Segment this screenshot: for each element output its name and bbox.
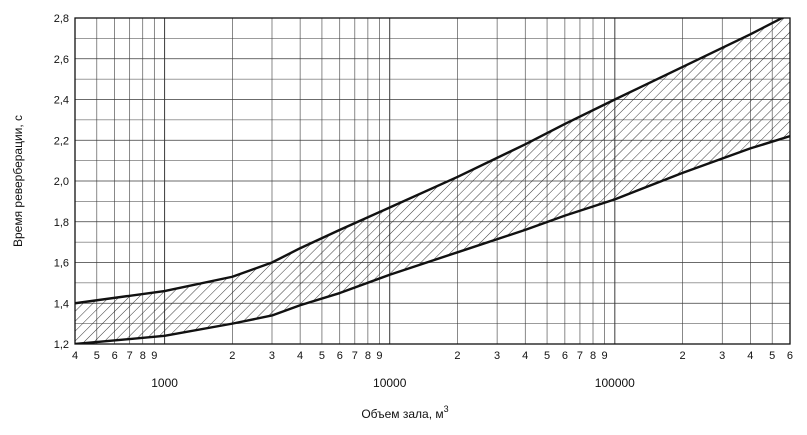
x-tick-label: 6 xyxy=(562,350,568,362)
x-tick-label: 7 xyxy=(127,350,133,362)
x-tick-label: 2 xyxy=(229,350,235,362)
x-tick-label: 5 xyxy=(319,350,325,362)
x-axis-title-superscript: 3 xyxy=(444,404,449,414)
x-tick-label: 7 xyxy=(577,350,583,362)
x-tick-label: 8 xyxy=(140,350,146,362)
x-tick-label: 4 xyxy=(297,350,303,362)
x-tick-label: 6 xyxy=(337,350,343,362)
x-tick-label: 9 xyxy=(151,350,157,362)
x-tick-label: 9 xyxy=(376,350,382,362)
x-tick-label: 5 xyxy=(544,350,550,362)
x-tick-label: 3 xyxy=(719,350,725,362)
x-tick-label: 2 xyxy=(680,350,686,362)
x-axis-title-text: Объем зала, м xyxy=(361,407,443,421)
x-tick-label: 6 xyxy=(787,350,793,362)
series-lines xyxy=(75,18,790,344)
x-tick-label: 8 xyxy=(365,350,371,362)
y-tick-label: 1,4 xyxy=(54,298,69,310)
x-tick-label: 2 xyxy=(454,350,460,362)
x-tick-label: 3 xyxy=(494,350,500,362)
y-tick-label: 1,6 xyxy=(54,258,69,270)
x-decade-labels: 1000 10000 100000 xyxy=(151,376,635,390)
x-decade-label: 100000 xyxy=(595,376,635,390)
y-tick-labels: 1,2 1,4 1,6 1,8 2,0 2,2 2,4 2,6 2,8 xyxy=(54,13,69,351)
x-tick-label: 9 xyxy=(601,350,607,362)
x-tick-label: 6 xyxy=(112,350,118,362)
upper-bound-line xyxy=(75,18,785,305)
x-tick-label: 5 xyxy=(94,350,100,362)
y-tick-label: 1,2 xyxy=(54,339,69,351)
x-tick-label: 8 xyxy=(590,350,596,362)
x-decade-label: 1000 xyxy=(151,376,178,390)
lower-bound-line xyxy=(75,134,790,344)
y-tick-label: 2,2 xyxy=(54,135,69,147)
y-axis-title: Время реверберации, с xyxy=(11,115,25,247)
x-tick-label: 5 xyxy=(769,350,775,362)
x-tick-label: 4 xyxy=(522,350,528,362)
y-tick-label: 1,8 xyxy=(54,217,69,229)
x-tick-label: 7 xyxy=(352,350,358,362)
y-tick-label: 2,4 xyxy=(54,95,69,107)
plot-frame xyxy=(74,17,791,345)
x-tick-label: 4 xyxy=(72,350,78,362)
y-tick-label: 2,6 xyxy=(54,54,69,66)
x-tick-label: 3 xyxy=(269,350,275,362)
x-tick-label: 4 xyxy=(747,350,753,362)
x-decade-label: 10000 xyxy=(373,376,407,390)
y-tick-label: 2,0 xyxy=(54,176,69,188)
y-tick-label: 2,8 xyxy=(54,13,69,25)
x-axis-title: Объем зала, м3 xyxy=(361,404,448,421)
